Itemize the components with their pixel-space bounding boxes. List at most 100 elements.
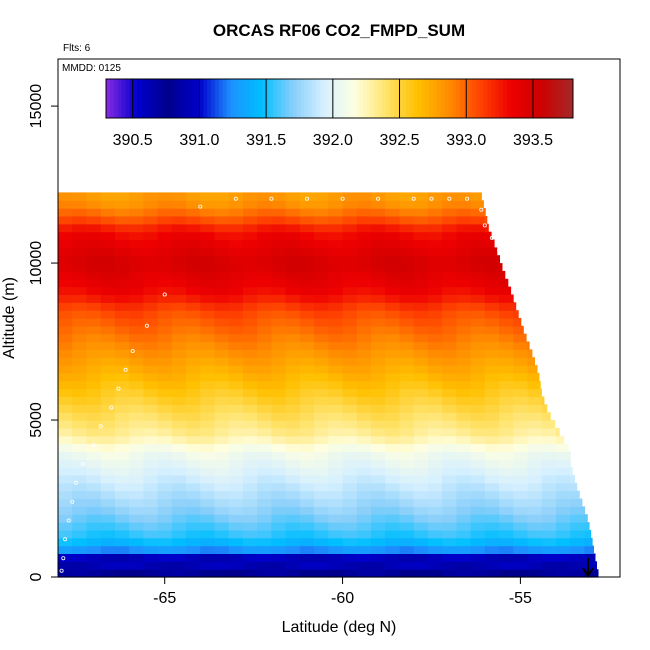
heatmap-cell — [299, 529, 315, 539]
heatmap-cell — [285, 318, 301, 327]
colorbar-swatch — [207, 79, 212, 118]
heatmap-cell — [456, 420, 472, 429]
heatmap-cell — [243, 396, 258, 405]
heatmap-cell — [86, 529, 102, 539]
heatmap-cell — [72, 537, 87, 547]
heatmap-cell — [470, 506, 486, 515]
heatmap-cell — [513, 459, 529, 468]
heatmap-cell — [72, 263, 87, 272]
heatmap-cell — [513, 318, 522, 327]
heatmap-cell — [427, 223, 443, 233]
heatmap-cell — [371, 490, 386, 500]
heatmap-cell — [157, 467, 173, 476]
heatmap-cell — [442, 349, 457, 358]
heatmap-cell — [499, 349, 514, 358]
heatmap-cell — [399, 208, 415, 217]
heatmap-cell — [257, 475, 272, 484]
colorbar-swatch — [401, 79, 407, 118]
heatmap-cell — [299, 482, 315, 492]
heatmap-cell — [271, 310, 287, 319]
heatmap-cell — [171, 396, 187, 405]
colorbar-frame — [105, 78, 574, 119]
heatmap-cell — [186, 200, 201, 209]
heatmap-cell — [271, 561, 287, 570]
heatmap-cell — [399, 255, 415, 264]
heatmap-cell — [114, 294, 130, 303]
heatmap-cell — [328, 365, 344, 374]
heatmap-cell — [314, 357, 329, 366]
heatmap-cell — [86, 247, 102, 256]
heatmap-cell — [314, 294, 329, 303]
heatmap-cell — [356, 372, 372, 382]
heatmap-cell — [513, 482, 529, 492]
heatmap-cell — [328, 514, 344, 523]
flight-track-point — [411, 196, 416, 201]
heatmap-cell — [470, 529, 486, 539]
heatmap-cell — [399, 569, 415, 578]
heatmap-cell — [100, 302, 116, 311]
heatmap-cell — [143, 302, 159, 311]
heatmap-cell — [171, 357, 187, 366]
heatmap-cell — [58, 263, 73, 272]
heatmap-cell — [413, 475, 429, 484]
heatmap-cell — [143, 396, 159, 405]
heatmap-cell — [328, 255, 344, 264]
heatmap-cell — [228, 318, 244, 327]
heatmap-cell — [442, 420, 457, 429]
heatmap-cell — [584, 553, 596, 562]
heatmap-cell — [427, 443, 443, 452]
heatmap-cell — [527, 349, 533, 358]
heatmap-cell — [200, 325, 216, 335]
heatmap-cell — [356, 365, 372, 374]
heatmap-cell — [299, 349, 315, 358]
heatmap-cell — [527, 459, 543, 468]
heatmap-cell — [157, 420, 173, 429]
heatmap-cell — [157, 380, 173, 390]
heatmap-cell — [513, 427, 529, 437]
heatmap-cell — [157, 427, 173, 437]
heatmap-cell — [385, 475, 400, 484]
heatmap-cell — [299, 451, 315, 460]
heatmap-cell — [314, 420, 329, 429]
heatmap-cell — [228, 506, 244, 515]
heatmap-cell — [570, 522, 585, 531]
heatmap-cell — [114, 388, 130, 397]
heatmap-cell — [541, 451, 557, 460]
colorbar-swatch — [191, 79, 197, 118]
heatmap-cell — [58, 482, 73, 492]
colorbar-swatch — [534, 79, 539, 118]
heatmap-cell — [72, 294, 87, 303]
heatmap-cell — [356, 239, 372, 248]
heatmap-cell — [214, 247, 230, 256]
heatmap-cell — [399, 231, 415, 241]
heatmap-cell — [243, 294, 258, 303]
heatmap-cell — [570, 569, 585, 578]
colorbar-swatch — [448, 79, 453, 118]
heatmap-cell — [499, 435, 514, 445]
heatmap-cell — [470, 404, 486, 413]
heatmap-cell — [228, 349, 244, 358]
heatmap-cell — [271, 506, 287, 515]
heatmap-cell — [470, 231, 486, 241]
heatmap-cell — [285, 412, 301, 421]
heatmap-cell — [413, 561, 429, 570]
heatmap-cell — [527, 553, 543, 562]
heatmap-cell — [186, 514, 201, 523]
heatmap-cell — [58, 459, 73, 468]
heatmap-cell — [114, 270, 130, 280]
heatmap-cell — [214, 443, 230, 452]
heatmap-cell — [541, 522, 557, 531]
heatmap-cell — [541, 490, 557, 500]
heatmap-cell — [413, 270, 429, 280]
flight-track-point — [429, 196, 434, 201]
colorbar-swatch — [425, 79, 430, 118]
flight-track-point — [479, 207, 484, 212]
heatmap-cell — [285, 192, 301, 201]
heatmap-cell — [143, 467, 159, 476]
heatmap-cell — [271, 475, 287, 484]
heatmap-cell — [257, 263, 272, 272]
heatmap-cell — [342, 498, 358, 507]
heatmap-cell — [186, 216, 201, 225]
heatmap-cell — [171, 278, 187, 288]
heatmap-cell — [413, 239, 429, 248]
